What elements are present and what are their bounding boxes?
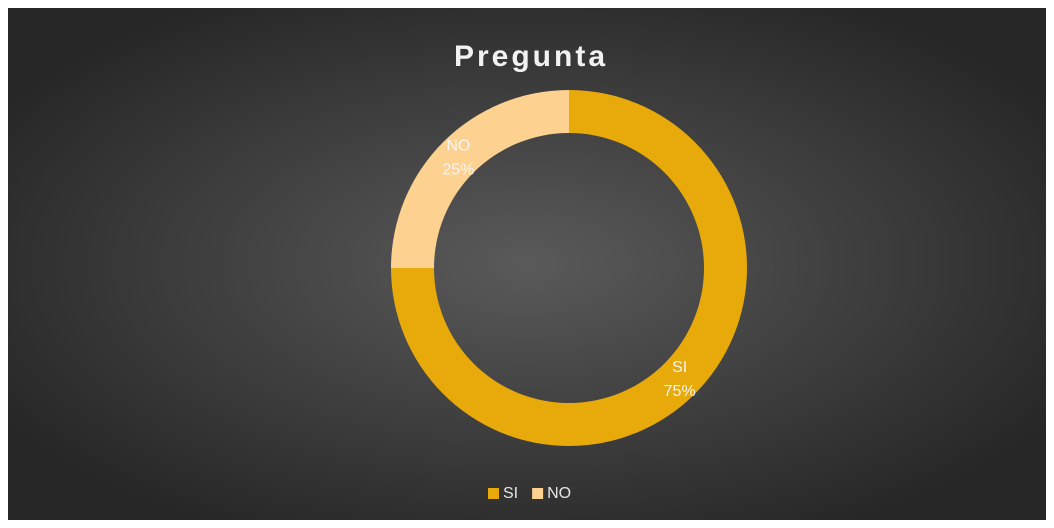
data-label-value: 25% xyxy=(442,162,474,179)
data-label-category: SI xyxy=(672,359,687,376)
legend-swatch xyxy=(488,488,499,499)
data-label-value: 75% xyxy=(664,383,696,400)
data-label-category: NO xyxy=(446,138,470,155)
donut-slice xyxy=(391,90,569,268)
chart-title: Pregunta xyxy=(454,40,608,73)
legend-swatch xyxy=(532,488,544,499)
chart-background xyxy=(8,8,1046,520)
legend-label: NO xyxy=(547,485,571,502)
legend-label: SI xyxy=(503,485,518,502)
